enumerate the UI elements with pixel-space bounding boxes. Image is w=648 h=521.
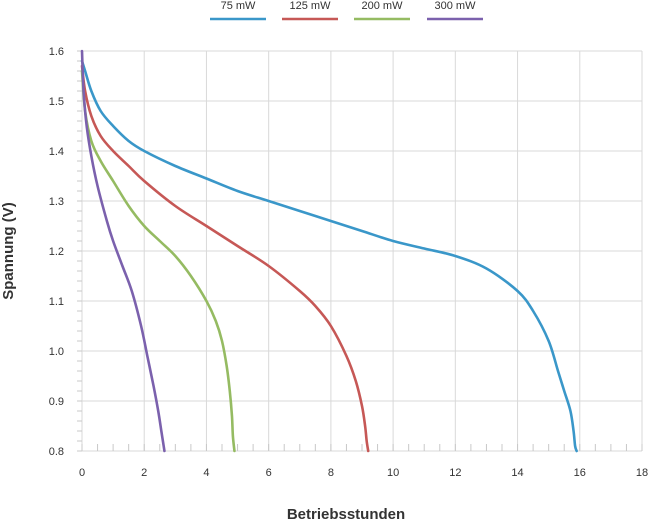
- series-line-75-mw: [80, 59, 578, 453]
- x-tick-label: 14: [511, 467, 523, 479]
- y-tick-label: 1.6: [49, 46, 64, 58]
- y-tick-label: 1.3: [49, 196, 64, 208]
- y-tick-label: 1.1: [49, 296, 64, 308]
- y-axis-title: Spannung (V): [0, 202, 17, 300]
- x-tick-label: 0: [79, 467, 85, 479]
- x-tick-label: 8: [328, 467, 334, 479]
- x-tick-label: 18: [636, 467, 648, 479]
- y-tick-label: 1.4: [49, 146, 64, 158]
- minor-ticks: [77, 50, 643, 452]
- y-tick-label: 0.8: [49, 446, 64, 458]
- legend-label: 200 mW: [362, 0, 404, 12]
- y-tick-label: 1.0: [49, 346, 64, 358]
- y-tick-label: 0.9: [49, 396, 64, 408]
- legend-item-200-mw: 200 mW: [354, 0, 410, 21]
- x-tick-label: 6: [266, 467, 272, 479]
- legend-label: 125 mW: [290, 0, 332, 12]
- legend-label: 75 mW: [221, 0, 256, 12]
- series-line-300-mw: [80, 49, 166, 453]
- x-tick-label: 10: [387, 467, 399, 479]
- x-tick-labels: 0 2 4 6 8 10 12 14 16 18: [79, 467, 648, 479]
- legend-item-125-mw: 125 mW: [282, 0, 338, 21]
- x-tick-label: 12: [449, 467, 461, 479]
- series-line-200-mw: [80, 69, 236, 453]
- x-tick-label: 2: [141, 467, 147, 479]
- y-tick-label: 1.2: [49, 246, 64, 258]
- x-axis-title: Betriebsstunden: [287, 506, 405, 521]
- x-tick-label: 16: [574, 467, 586, 479]
- legend-item-300-mw: 300 mW: [427, 0, 483, 21]
- series-lines: [80, 49, 578, 453]
- series-line-125-mw: [80, 64, 370, 453]
- y-tick-label: 1.5: [49, 96, 64, 108]
- legend: 75 mW 125 mW 200 mW 300 mW: [210, 0, 483, 21]
- legend-item-75-mw: 75 mW: [210, 0, 266, 21]
- x-tick-label: 4: [203, 467, 209, 479]
- legend-label: 300 mW: [435, 0, 477, 12]
- grid: [81, 50, 643, 452]
- y-tick-labels: 0.8 0.9 1.0 1.1 1.2 1.3 1.4 1.5 1.6: [49, 46, 64, 458]
